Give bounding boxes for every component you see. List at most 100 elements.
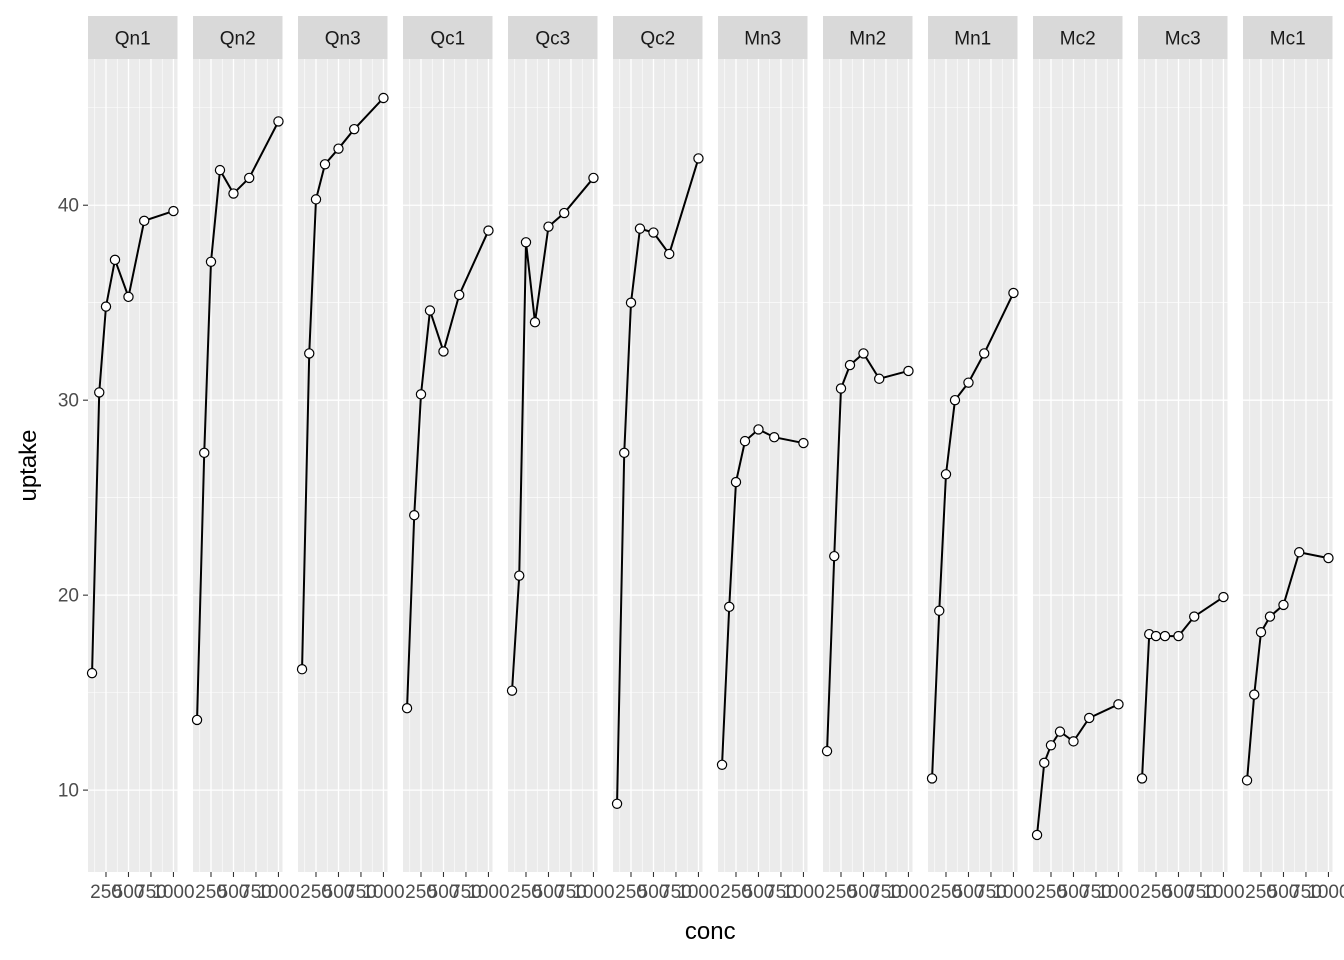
x-tick-label: 250 (615, 882, 647, 903)
data-point (168, 205, 179, 217)
x-tick-label: 500 (638, 882, 670, 903)
x-tick-label: 1000 (1202, 882, 1244, 903)
data-point (123, 291, 134, 303)
y-tick-label: 40 (58, 196, 79, 217)
panel-background (928, 59, 1018, 872)
data-point (1249, 689, 1260, 700)
data-point (310, 194, 322, 205)
data-point (228, 188, 239, 199)
data-point (319, 159, 331, 170)
x-tick-label: 500 (533, 882, 565, 903)
data-point (588, 172, 599, 184)
facet-strip (1138, 16, 1228, 59)
panel-background (298, 59, 388, 872)
data-point (86, 667, 98, 679)
data-point (874, 373, 885, 384)
data-point (506, 685, 518, 696)
x-axis-title: conc (685, 918, 736, 945)
data-point (296, 664, 308, 675)
data-point (415, 389, 427, 400)
facet-strip-label: Qn1 (115, 29, 151, 50)
x-tick-label: 250 (1035, 882, 1067, 903)
data-point (934, 605, 945, 616)
x-tick-label: 750 (345, 882, 377, 903)
data-point (205, 256, 217, 267)
data-point (191, 714, 203, 726)
data-point (514, 570, 525, 581)
data-point (1084, 712, 1095, 724)
data-point (829, 550, 840, 562)
x-tick-label: 250 (405, 882, 437, 903)
data-point (199, 447, 210, 459)
panel-background (718, 59, 808, 872)
x-tick-label: 250 (930, 882, 962, 903)
y-tick-label: 30 (58, 391, 79, 412)
data-point (1278, 599, 1289, 611)
x-tick-label: 250 (195, 882, 227, 903)
x-tick-label: 1000 (362, 882, 404, 903)
data-point (1264, 611, 1276, 622)
data-point (724, 601, 735, 613)
x-tick-label: 1000 (992, 882, 1034, 903)
data-point (1173, 630, 1184, 642)
data-point (963, 377, 974, 388)
data-point (349, 123, 360, 135)
data-point (100, 301, 112, 312)
data-point (769, 432, 780, 443)
panel-background (193, 59, 283, 872)
facet-strip (88, 16, 178, 59)
data-point (821, 745, 833, 757)
x-tick-label: 1000 (677, 882, 719, 903)
data-point (1136, 773, 1148, 784)
x-tick-label: 1000 (1097, 882, 1139, 903)
x-tick-label: 250 (510, 882, 542, 903)
data-point (559, 207, 570, 219)
data-point (333, 143, 344, 154)
data-point (619, 447, 630, 459)
data-point (1008, 287, 1019, 299)
facet-strip (508, 16, 598, 59)
facet-strip (1033, 16, 1123, 59)
data-point (1323, 552, 1334, 564)
data-point (1068, 736, 1079, 747)
data-point (109, 254, 121, 266)
facet-strip-label: Mn3 (744, 29, 781, 50)
facet-strip-label: Qc1 (430, 29, 465, 50)
facet-strip (193, 16, 283, 59)
facet-strip-label: Qn3 (325, 29, 361, 50)
x-tick-label: 750 (660, 882, 692, 903)
facet-panels: Qn12505007501000Qn22505007501000Qn325050… (86, 16, 1344, 903)
facet-strip-label: Qc2 (640, 29, 675, 50)
x-tick-label: 500 (1268, 882, 1300, 903)
x-tick-label: 1000 (782, 882, 824, 903)
data-point (634, 223, 646, 234)
y-tick-label: 10 (58, 781, 79, 802)
x-tick-label: 250 (1245, 882, 1277, 903)
x-tick-label: 500 (323, 882, 355, 903)
data-point (1294, 547, 1305, 558)
x-tick-label: 1000 (572, 882, 614, 903)
data-point (214, 164, 226, 176)
x-tick-label: 500 (848, 882, 880, 903)
x-tick-label: 1000 (152, 882, 194, 903)
data-point (94, 387, 105, 398)
x-tick-label: 500 (218, 882, 250, 903)
facet-strip-label: Mn1 (954, 29, 991, 50)
facet-strip-label: Mc2 (1060, 29, 1096, 50)
facet-strip-label: Qc3 (535, 29, 570, 50)
x-tick-label: 750 (1185, 882, 1217, 903)
data-point (798, 437, 809, 449)
panel-background (1243, 59, 1333, 872)
facet-strip (1243, 16, 1333, 59)
facet-strip (298, 16, 388, 59)
data-point (835, 383, 847, 394)
data-point (1255, 626, 1267, 638)
panel-background (1033, 59, 1123, 872)
x-tick-label: 500 (953, 882, 985, 903)
data-point (940, 469, 952, 480)
